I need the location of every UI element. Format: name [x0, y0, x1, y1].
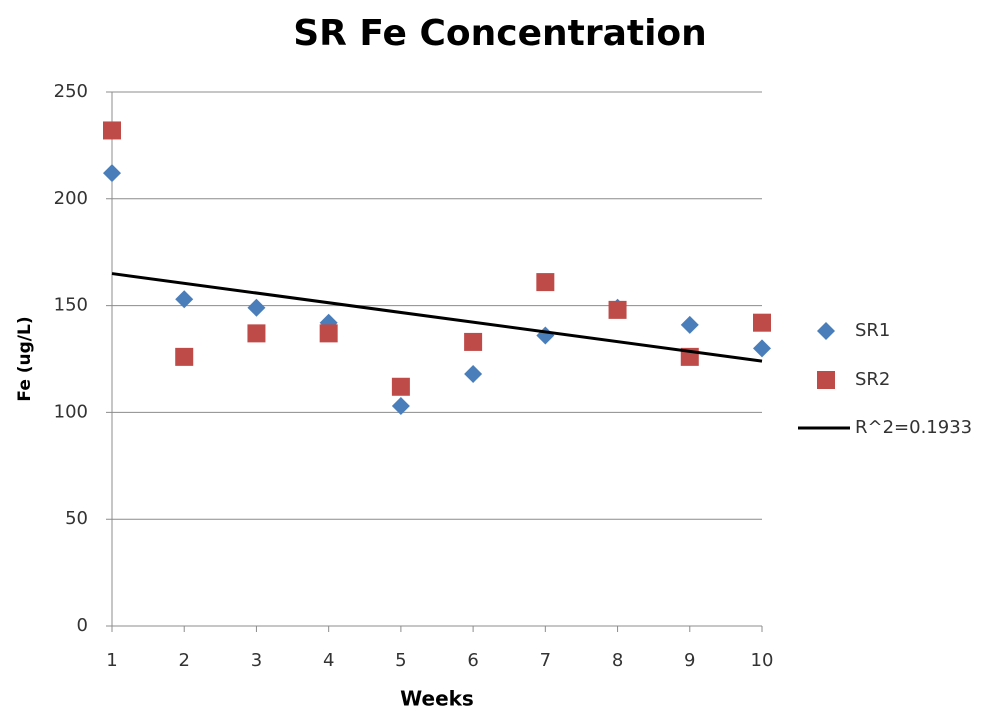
x-axis-label: Weeks — [400, 687, 474, 711]
point — [608, 300, 627, 319]
point — [536, 326, 555, 345]
legend-marker — [817, 322, 835, 340]
x-tick-label: 9 — [684, 650, 695, 671]
point — [680, 315, 699, 334]
x-tick-label: 2 — [178, 650, 189, 671]
point — [319, 324, 338, 343]
point — [753, 313, 771, 332]
legend-marker — [817, 371, 835, 389]
y-tick-label: 150 — [54, 295, 88, 316]
legend-label: SR2 — [855, 369, 890, 390]
x-tick-label: 7 — [540, 650, 551, 671]
y-axis-label: Fe (ug/L) — [15, 316, 35, 401]
x-tick-label: 1 — [106, 650, 117, 671]
y-tick-label: 100 — [54, 401, 88, 422]
point — [536, 273, 555, 292]
point — [175, 347, 194, 366]
point — [103, 164, 121, 183]
point — [464, 364, 483, 383]
legend-label: R^2=0.1933 — [855, 417, 972, 438]
point — [175, 290, 194, 309]
point — [753, 339, 771, 358]
trendline — [111, 272, 763, 363]
x-tick-label: 4 — [323, 650, 334, 671]
x-tick-label: 10 — [751, 650, 774, 671]
point — [391, 396, 410, 415]
x-tick-label: 5 — [395, 650, 406, 671]
y-tick-label: 250 — [54, 81, 88, 102]
point — [247, 298, 266, 317]
y-tick-label: 50 — [65, 508, 88, 529]
y-tick-label: 200 — [54, 188, 88, 209]
point — [103, 121, 121, 140]
x-tick-label: 8 — [612, 650, 623, 671]
y-tick-label: 0 — [77, 615, 88, 636]
point — [247, 324, 266, 343]
legend-label: SR1 — [855, 320, 890, 341]
point — [391, 377, 410, 396]
x-tick-label: 6 — [467, 650, 478, 671]
chart-title: SR Fe Concentration — [293, 13, 707, 54]
x-tick-label: 3 — [251, 650, 262, 671]
point — [464, 332, 483, 351]
